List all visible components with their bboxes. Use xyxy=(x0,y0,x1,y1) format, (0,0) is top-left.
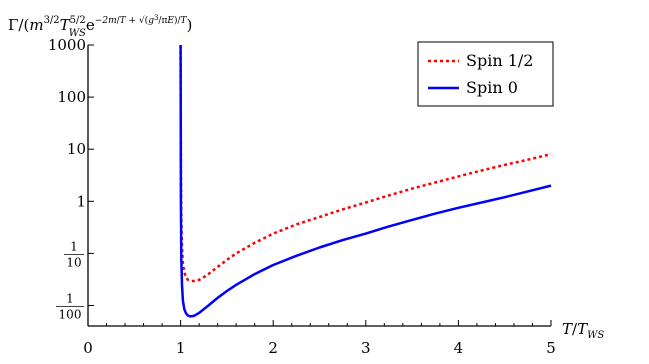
series-line-spin-zero xyxy=(179,44,552,318)
x-tick-label: 0 xyxy=(83,339,93,357)
y-tick-label: 100 xyxy=(57,88,86,106)
x-axis-ticks: 0 1 2 3 4 5 xyxy=(83,320,556,357)
y-tick-fraction-label: 110 xyxy=(64,239,84,269)
x-tick-label: 3 xyxy=(361,339,371,357)
axes xyxy=(87,45,551,327)
y-tick-label: 1 xyxy=(76,192,86,210)
x-tick-label: 2 xyxy=(268,339,278,357)
y-tick-numerator: 1 xyxy=(70,239,78,253)
y-tick-numerator: 1 xyxy=(66,292,74,306)
legend-box xyxy=(417,41,554,107)
y-tick-denominator: 10 xyxy=(66,255,81,269)
svg-text:T/TWS: T/TWS xyxy=(562,320,604,341)
y-tick-label: 1000 xyxy=(48,36,86,54)
y-tick-label: 10 xyxy=(67,140,86,158)
x-tick-label: 5 xyxy=(546,339,556,357)
y-tick-denominator: 100 xyxy=(59,308,82,322)
x-axis-label: T/TWS xyxy=(562,320,604,341)
legend-label-spin-half: Spin 1/2 xyxy=(466,51,533,70)
y-axis-label: Γ/(m3/2T5/2 WSe−2m/T + √(g3/πE)/T) xyxy=(8,14,192,39)
series-line-spin-half xyxy=(179,44,552,283)
x-tick-label: 4 xyxy=(454,339,464,357)
legend: Spin 1/2 Spin 0 xyxy=(417,41,554,107)
plot-series xyxy=(179,44,552,318)
legend-label-spin-zero: Spin 0 xyxy=(466,78,518,97)
x-tick-label: 1 xyxy=(176,339,186,357)
